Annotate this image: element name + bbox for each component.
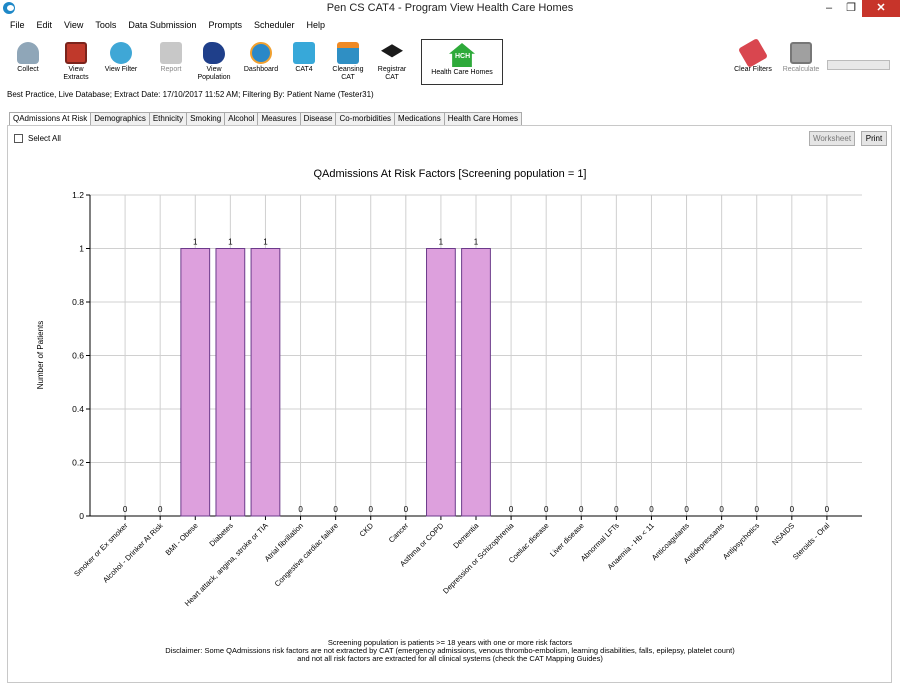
minimize-button[interactable]: – [825, 2, 833, 14]
window-title: Pen CS CAT4 - Program View Health Care H… [326, 2, 574, 14]
disclaimer-line-3: and not all risk factors are extracted f… [297, 654, 603, 663]
tab-ethnicity[interactable]: Ethnicity [148, 112, 188, 125]
graduation-cap-icon [381, 44, 403, 58]
view-extracts-button[interactable]: View Extracts [58, 38, 94, 86]
tab-panel: Select All Worksheet Print [7, 125, 892, 683]
tab-health-care-homes[interactable]: Health Care Homes [443, 112, 522, 125]
menu-view[interactable]: View [64, 20, 84, 30]
menu-file[interactable]: File [10, 20, 25, 30]
disclaimer-line-2: Disclaimer: Some QAdmissions risk factor… [165, 646, 735, 655]
australia-map-icon [203, 42, 225, 64]
tab-medications[interactable]: Medications [394, 112, 445, 125]
dashboard-button[interactable]: Dashboard [242, 38, 280, 86]
menu-data-submission[interactable]: Data Submission [128, 20, 197, 30]
view-filter-icon [110, 42, 132, 64]
view-extracts-icon [65, 42, 87, 64]
toolbar: Collect View Extracts View Filter Report… [0, 36, 900, 88]
disclaimer-line-1: Screening population is patients >= 18 y… [327, 638, 573, 647]
eraser-icon [737, 37, 769, 69]
app-logo-icon [3, 2, 15, 14]
hch-house-icon: HCH [449, 43, 475, 67]
tab-measures[interactable]: Measures [257, 112, 301, 125]
select-all-checkbox[interactable]: Select All [14, 134, 61, 143]
gauge-icon [250, 42, 272, 64]
restore-button[interactable]: ❐ [846, 2, 856, 14]
menu-help[interactable]: Help [306, 20, 326, 30]
clear-filters-button[interactable]: Clear Filters [733, 37, 773, 86]
tab-co-morbidities[interactable]: Co-morbidities [335, 112, 396, 125]
tab-strip: QAdmissions At Risk Demographics Ethnici… [9, 112, 522, 126]
health-care-homes-button[interactable]: HCH Health Care Homes [421, 39, 503, 85]
registrar-cat-button[interactable]: Registrar CAT [373, 38, 411, 86]
worksheet-button[interactable]: Worksheet [809, 131, 855, 146]
window-controls: – ❐ ✕ [818, 0, 900, 17]
view-filter-button[interactable]: View Filter [102, 38, 140, 86]
select-all-label: Select All [28, 134, 61, 143]
report-icon [160, 42, 182, 64]
menu-edit[interactable]: Edit [36, 20, 53, 30]
tab-alcohol[interactable]: Alcohol [224, 112, 259, 125]
tab-disease[interactable]: Disease [299, 112, 337, 125]
report-button[interactable]: Report [156, 38, 186, 86]
tab-smoking[interactable]: Smoking [186, 112, 226, 125]
calculator-icon [790, 42, 812, 64]
collect-icon [17, 42, 39, 64]
tab-demographics[interactable]: Demographics [90, 112, 150, 125]
close-button[interactable]: ✕ [862, 0, 900, 17]
cat4-button[interactable]: CAT4 [286, 38, 322, 86]
cleansing-cat-icon [337, 42, 359, 64]
collect-button[interactable]: Collect [10, 38, 46, 86]
tab-qadmissions-at-risk[interactable]: QAdmissions At Risk [9, 112, 92, 126]
menu-tools[interactable]: Tools [95, 20, 117, 30]
view-population-button[interactable]: View Population [195, 38, 233, 86]
progress-bar [827, 60, 890, 70]
cleansing-cat-button[interactable]: Cleansing CAT [329, 38, 367, 86]
print-button[interactable]: Print [861, 131, 887, 146]
checkbox-box[interactable] [14, 134, 23, 143]
menu-prompts[interactable]: Prompts [208, 20, 242, 30]
menu-bar: File Edit View Tools Data Submission Pro… [0, 17, 900, 33]
cat4-icon [293, 42, 315, 64]
extract-status-line: Best Practice, Live Database; Extract Da… [7, 90, 374, 99]
menu-scheduler[interactable]: Scheduler [253, 20, 295, 30]
recalculate-button[interactable]: Recalculate [780, 38, 822, 86]
title-bar: Pen CS CAT4 - Program View Health Care H… [0, 0, 900, 17]
